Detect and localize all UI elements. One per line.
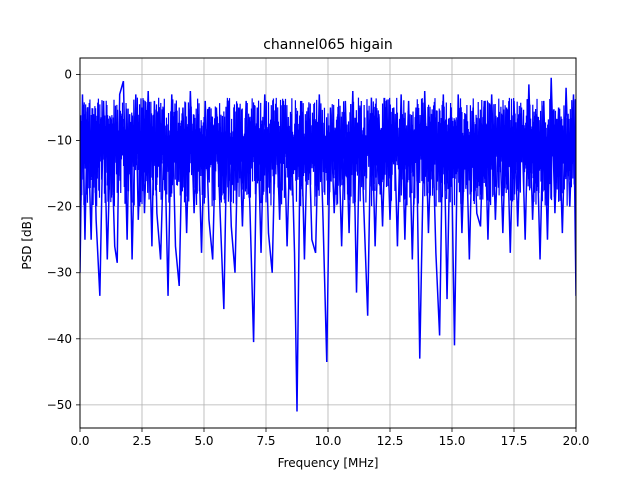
psd-series [80,77,576,412]
x-tick-label: 17.5 [501,434,528,448]
x-tick-label: 20.0 [563,434,590,448]
y-axis-label: PSD [dB] [20,216,34,269]
series-layer [80,77,576,412]
y-tick-label: −40 [47,332,72,346]
x-tick-label: 10.0 [315,434,342,448]
y-tick-label: −30 [47,266,72,280]
y-tick-label: −10 [47,134,72,148]
y-tick-label: −50 [47,398,72,412]
y-tick-label: 0 [64,68,72,82]
chart-title: channel065 higain [263,37,393,53]
psd-line [80,77,576,412]
x-tick-label: 5.0 [194,434,213,448]
ticks: 0.0 2.5 5.0 7.5 10.0 12.5 15.0 17.5 20.0 0 −10 −20 −… [47,68,590,448]
x-tick-label: 15.0 [439,434,466,448]
x-axis-label: Frequency [MHz] [278,456,379,470]
y-tick-label: −20 [47,200,72,214]
x-tick-label: 2.5 [132,434,151,448]
x-tick-label: 7.5 [256,434,275,448]
x-tick-label: 0.0 [70,434,89,448]
x-tick-label: 12.5 [377,434,404,448]
